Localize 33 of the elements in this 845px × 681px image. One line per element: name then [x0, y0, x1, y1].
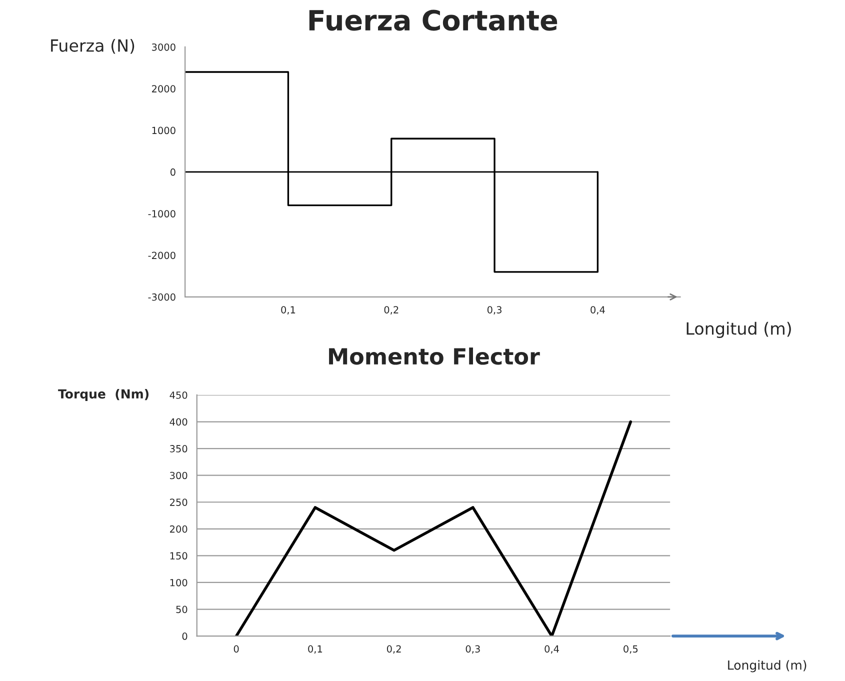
- x-tick-label: 0,5: [624, 645, 638, 654]
- x-axis-title: Longitud (m): [728, 660, 806, 672]
- x-tick-label: 0,4: [544, 645, 559, 654]
- y-tick-label: 200: [170, 525, 188, 533]
- y-tick-label: 150: [170, 552, 188, 560]
- y-tick-label: 100: [170, 578, 188, 586]
- y-tick-label: 50: [176, 606, 188, 614]
- x-tick-label: 0,4: [590, 306, 605, 314]
- chart-title: Momento Flector: [329, 348, 540, 365]
- y-tick-label: 400: [170, 418, 188, 426]
- y-tick-label: 0: [182, 632, 188, 640]
- y-tick-label: -2000: [148, 252, 176, 260]
- x-tick-label: 0,1: [281, 306, 296, 314]
- y-tick-label: 1000: [152, 126, 176, 134]
- x-tick-label: 0,3: [466, 645, 480, 654]
- y-tick-label: 450: [170, 391, 188, 399]
- y-tick-label: 0: [170, 168, 176, 176]
- y-tick-label: -3000: [148, 293, 176, 301]
- x-tick-label: 0,3: [487, 306, 502, 314]
- y-tick-label: 250: [170, 498, 188, 506]
- x-tick-label: 0,1: [308, 645, 322, 654]
- y-tick-label: 3000: [152, 43, 176, 51]
- y-tick-label: 2000: [152, 85, 176, 92]
- x-tick-label: 0: [234, 645, 239, 653]
- y-tick-label: 350: [170, 445, 188, 452]
- y-axis-title: Torque (Nm): [58, 388, 148, 402]
- x-axis-title: Longitud (m): [686, 322, 791, 338]
- chart-title: Fuerza Cortante: [309, 10, 558, 31]
- x-tick-label: 0,2: [386, 645, 401, 654]
- x-tick-label: 0,2: [384, 306, 398, 314]
- y-tick-label: -1000: [148, 210, 176, 218]
- y-tick-label: 300: [170, 472, 188, 480]
- y-axis-title: Fuerza (N): [51, 38, 134, 54]
